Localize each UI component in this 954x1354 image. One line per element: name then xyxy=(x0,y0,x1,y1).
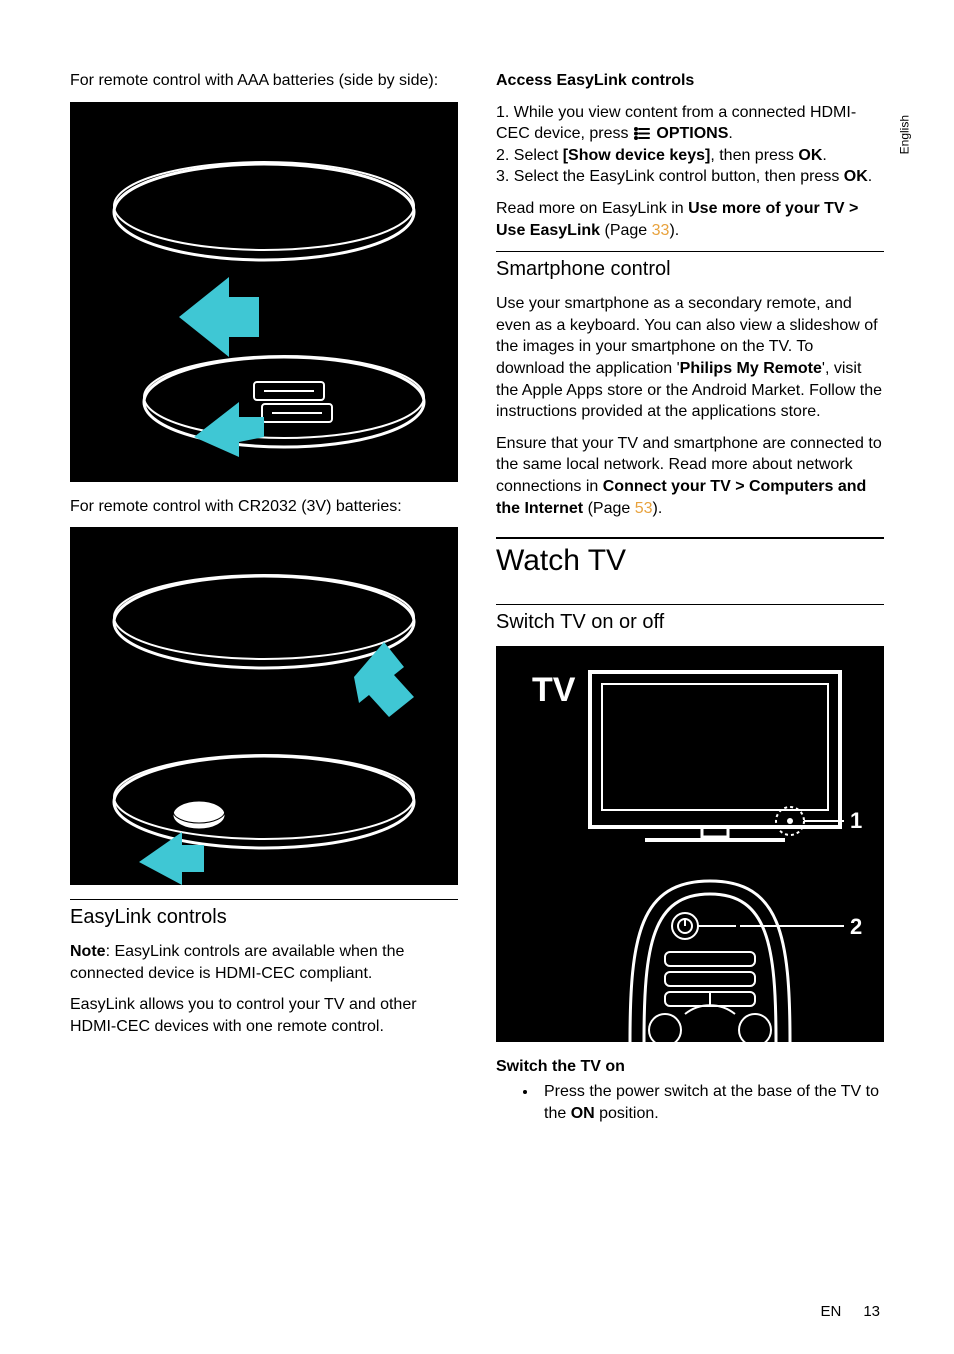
bullet-on: ON xyxy=(571,1105,595,1122)
readmore: Read more on EasyLink in Use more of you… xyxy=(496,198,884,241)
readmore-page-label: (Page xyxy=(600,222,652,239)
step3: 3. Select the EasyLink control button, t… xyxy=(496,166,884,188)
step2-key: [Show device keys] xyxy=(563,147,711,164)
cr2032-intro: For remote control with CR2032 (3V) batt… xyxy=(70,496,458,518)
step2-post: . xyxy=(822,147,826,164)
step1-post: . xyxy=(728,125,732,142)
smartphone-app: Philips My Remote xyxy=(680,360,822,377)
smartphone-p1: Use your smartphone as a secondary remot… xyxy=(496,293,884,423)
step3-post: . xyxy=(868,168,872,185)
page-footer: EN 13 xyxy=(820,1302,880,1322)
footer-lang: EN xyxy=(820,1303,841,1320)
options-icon xyxy=(634,127,650,140)
callout-2: 2 xyxy=(850,914,862,939)
smartphone-page-link[interactable]: 53 xyxy=(635,500,653,517)
step2-ok: OK xyxy=(798,147,822,164)
switch-on-heading: Switch the TV on xyxy=(496,1056,884,1078)
switch-on-bullet: Press the power switch at the base of th… xyxy=(538,1081,884,1124)
note-body: : EasyLink controls are available when t… xyxy=(70,943,404,982)
aaa-intro: For remote control with AAA batteries (s… xyxy=(70,70,458,92)
step2: 2. Select [Show device keys], then press… xyxy=(496,145,884,167)
page-columns: For remote control with AAA batteries (s… xyxy=(70,70,884,1130)
note-label: Note xyxy=(70,943,106,960)
switch-heading: Switch TV on or off xyxy=(496,604,884,636)
smartphone-heading: Smartphone control xyxy=(496,251,884,283)
easylink-note: Note: EasyLink controls are available wh… xyxy=(70,941,458,984)
figure-cr2032-remote xyxy=(70,527,458,885)
readmore-close: ). xyxy=(669,222,679,239)
left-column: For remote control with AAA batteries (s… xyxy=(70,70,458,1130)
tv-label-svg: TV xyxy=(532,671,576,709)
step1-btn: OPTIONS xyxy=(656,125,728,142)
step2-pre: 2. Select xyxy=(496,147,563,164)
step2-mid: , then press xyxy=(710,147,798,164)
readmore-pre: Read more on EasyLink in xyxy=(496,200,688,217)
step3-pre: 3. Select the EasyLink control button, t… xyxy=(496,168,844,185)
footer-page: 13 xyxy=(863,1303,880,1320)
bullet-post: position. xyxy=(595,1105,659,1122)
readmore-page-link[interactable]: 33 xyxy=(652,222,670,239)
language-tab: English xyxy=(896,115,912,154)
step1: 1. While you view content from a connect… xyxy=(496,102,884,145)
callout-1: 1 xyxy=(850,808,862,833)
easylink-body: EasyLink allows you to control your TV a… xyxy=(70,994,458,1037)
figure-tv-remote: TV 1 xyxy=(496,646,884,1042)
easylink-controls-heading: EasyLink controls xyxy=(70,899,458,931)
access-heading: Access EasyLink controls xyxy=(496,70,884,92)
figure-aaa-remote xyxy=(70,102,458,482)
smartphone-page-label: (Page xyxy=(583,500,635,517)
right-column: Access EasyLink controls 1. While you vi… xyxy=(496,70,884,1130)
step3-ok: OK xyxy=(844,168,868,185)
watch-tv-heading: Watch TV xyxy=(496,537,884,582)
switch-on-list: Press the power switch at the base of th… xyxy=(496,1081,884,1124)
smartphone-close: ). xyxy=(653,500,663,517)
smartphone-p2: Ensure that your TV and smartphone are c… xyxy=(496,433,884,519)
